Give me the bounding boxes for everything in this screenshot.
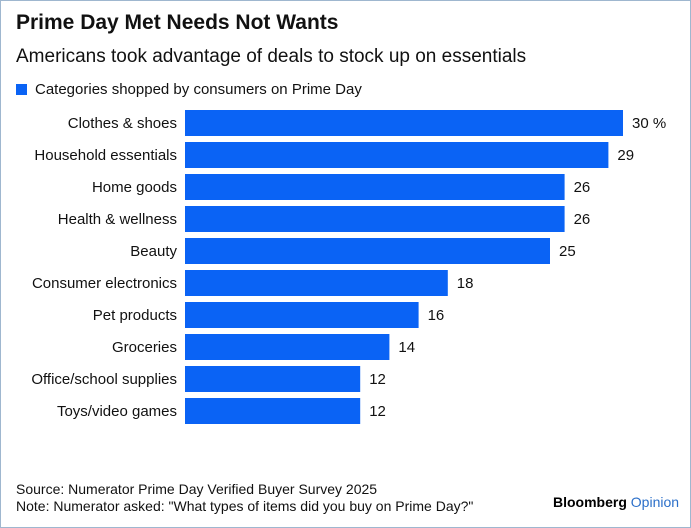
bar-chart: Clothes & shoes 30 % Household essentials 2… — [31, 110, 666, 424]
bar — [185, 398, 361, 424]
category-label: Beauty — [130, 243, 177, 260]
category-label: Pet products — [93, 307, 177, 324]
source-text: Source: Numerator Prime Day Verified Buy… — [16, 481, 378, 497]
value-label: 14 — [398, 339, 415, 356]
bar — [185, 206, 565, 232]
value-label: 30 % — [632, 115, 666, 132]
category-label: Groceries — [112, 339, 177, 356]
bar — [185, 142, 609, 168]
value-label: 26 — [574, 179, 591, 196]
logo-brand: Bloomberg — [553, 494, 627, 510]
note-text: Note: Numerator asked: "What types of it… — [16, 498, 474, 514]
category-label: Home goods — [92, 179, 177, 196]
value-label: 16 — [428, 307, 445, 324]
bar — [185, 366, 361, 392]
bloomberg-opinion-logo: Bloomberg Opinion — [553, 494, 679, 510]
category-label: Consumer electronics — [32, 275, 177, 292]
category-label: Toys/video games — [57, 403, 177, 420]
bar — [185, 334, 390, 360]
logo-suffix: Opinion — [630, 494, 680, 510]
value-label: 26 — [574, 211, 591, 228]
legend-swatch — [16, 84, 27, 95]
chart-title: Prime Day Met Needs Not Wants — [16, 11, 339, 34]
value-label: 12 — [369, 403, 386, 420]
bar — [185, 302, 419, 328]
value-label: 25 — [559, 243, 576, 260]
value-label: 12 — [369, 371, 386, 388]
legend-label: Categories shopped by consumers on Prime… — [35, 81, 362, 98]
category-label: Household essentials — [34, 147, 177, 164]
category-label: Clothes & shoes — [68, 115, 177, 132]
bar — [185, 174, 565, 200]
chart-subtitle: Americans took advantage of deals to sto… — [16, 46, 527, 67]
bar — [185, 110, 623, 136]
bar — [185, 238, 550, 264]
value-label: 18 — [457, 275, 474, 292]
category-label: Office/school supplies — [31, 371, 177, 388]
bar — [185, 270, 448, 296]
source-note: Source: Numerator Prime Day Verified Buy… — [16, 481, 473, 515]
value-label: 29 — [617, 147, 634, 164]
category-label: Health & wellness — [58, 211, 177, 228]
legend: Categories shopped by consumers on Prime… — [16, 81, 362, 98]
